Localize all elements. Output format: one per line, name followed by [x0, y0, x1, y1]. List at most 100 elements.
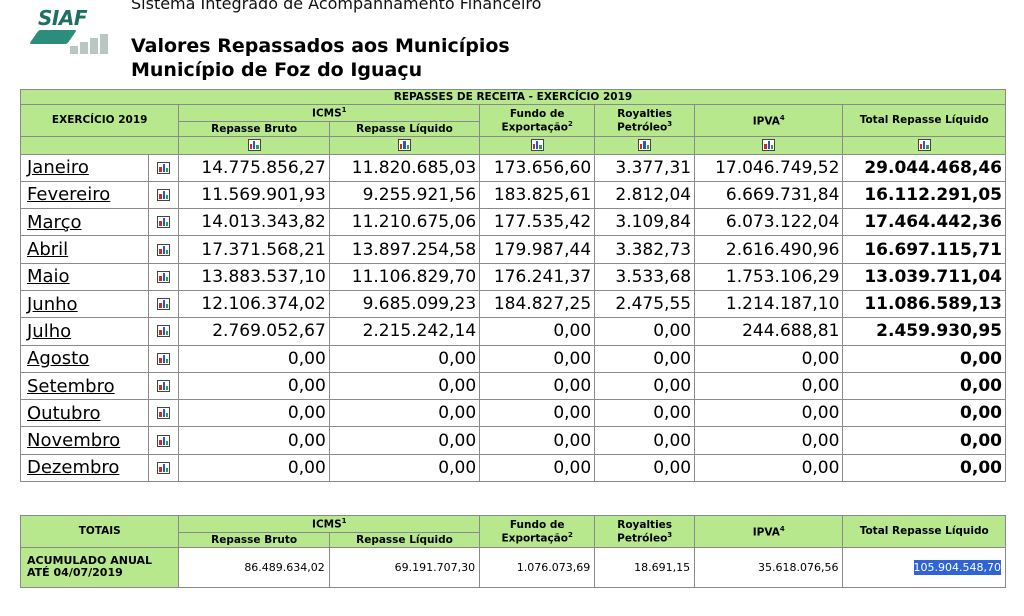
totals-col-fundo: Fundo de Exportação2 [479, 515, 596, 548]
month-cell: Fevereiro [19, 180, 150, 210]
chart-icon-ipva[interactable] [694, 135, 844, 155]
repasse-liquido-cell: 11.210.675,06 [328, 208, 481, 237]
month-link[interactable]: Abril [27, 239, 69, 261]
chart-icon[interactable] [157, 434, 171, 447]
total-cell: 0,00 [842, 453, 1006, 483]
repasse-liquido-cell: 0,00 [328, 344, 481, 373]
chart-icon-cell[interactable] [148, 371, 180, 401]
month-cell: Dezembro [19, 453, 150, 483]
chart-icon[interactable] [157, 380, 171, 393]
repasses-table: REPASSES DE RECEITA - EXERCÍCIO 2019 EXE… [19, 89, 1006, 483]
chart-icon-cell[interactable] [148, 235, 180, 264]
col-repasse-bruto: Repasse Bruto [178, 120, 330, 137]
table-caption: REPASSES DE RECEITA - EXERCÍCIO 2019 [20, 89, 1006, 105]
chart-icon[interactable] [762, 139, 776, 151]
month-link[interactable]: Novembro [27, 430, 121, 452]
chart-icon-royalties[interactable] [594, 135, 696, 155]
table-row: Maio 13.883.537,10 11.106.829,70 176.241,37… [19, 262, 1006, 291]
chart-icon-cell[interactable] [148, 180, 180, 210]
repasse-liquido-cell: 13.897.254,58 [328, 235, 481, 264]
totals-col-icms: ICMS1 [178, 515, 481, 533]
repasse-liquido-cell: 2.215.242,14 [328, 317, 481, 346]
chart-icon[interactable] [157, 216, 171, 229]
chart-icon[interactable] [157, 325, 171, 338]
chart-icon-cell[interactable] [148, 289, 180, 319]
total-cell: 17.464.442,36 [842, 208, 1006, 237]
title-line-1: Valores Repassados aos Municípios [131, 35, 510, 57]
totals-table: TOTAIS ICMS1 Fundo de Exportação2 Royalti… [19, 515, 1006, 588]
table-row: Julho 2.769.052,67 2.215.242,14 0,00 0,00 244… [19, 317, 1006, 346]
month-cell: Janeiro [19, 153, 150, 182]
repasse-bruto-cell: 2.769.052,67 [178, 317, 330, 346]
repasse-bruto-cell: 0,00 [178, 399, 330, 428]
chart-icon[interactable] [157, 243, 171, 256]
chart-icon[interactable] [638, 139, 652, 151]
month-link[interactable]: Setembro [27, 375, 115, 397]
totals-label: TOTAIS [19, 515, 180, 548]
repasse-bruto-cell: 0,00 [178, 453, 330, 483]
repasse-bruto-cell: 13.883.537,10 [178, 262, 330, 291]
chart-icon[interactable] [157, 161, 171, 174]
table-row: Dezembro 0,00 0,00 0,00 0,00 0,00 0,00 [19, 453, 1006, 483]
chart-icon-cell[interactable] [148, 208, 180, 237]
royalties-cell: 0,00 [594, 344, 696, 373]
repasse-liquido-cell: 9.255.921,56 [328, 180, 481, 210]
ipva-cell: 0,00 [694, 426, 844, 455]
col-fundo: Fundo de Exportação2 [479, 104, 596, 137]
chart-icon[interactable] [157, 407, 171, 420]
ipva-cell: 6.073.122,04 [694, 208, 844, 237]
royalties-cell: 0,00 [594, 453, 696, 483]
repasse-liquido-cell: 9.685.099,23 [328, 289, 481, 319]
total-liquido: 69.191.707,30 [328, 546, 481, 588]
total-cell: 0,00 [842, 371, 1006, 401]
chart-icon-fundo[interactable] [479, 135, 596, 155]
chart-icon[interactable] [157, 461, 171, 474]
total-cell: 16.112.291,05 [842, 180, 1006, 210]
chart-icon-total[interactable] [842, 135, 1006, 155]
total-cell: 13.039.711,04 [842, 262, 1006, 291]
month-link[interactable]: Fevereiro [27, 184, 111, 206]
ipva-cell: 1.214.187,10 [694, 289, 844, 319]
month-link[interactable]: Junho [27, 293, 78, 315]
chart-icon[interactable] [157, 188, 171, 201]
chart-icon[interactable] [157, 352, 171, 365]
table-row: Janeiro 14.775.856,27 11.820.685,03 173.656… [19, 153, 1006, 182]
month-link[interactable]: Dezembro [27, 457, 120, 479]
month-cell: Abril [19, 235, 150, 264]
chart-icon[interactable] [247, 139, 261, 151]
month-rows: Janeiro 14.775.856,27 11.820.685,03 173.656… [19, 153, 1006, 483]
chart-icon[interactable] [397, 139, 411, 151]
chart-icon-cell[interactable] [148, 262, 180, 291]
table-row: Novembro 0,00 0,00 0,00 0,00 0,00 0,00 [19, 426, 1006, 455]
month-link[interactable]: Janeiro [27, 157, 89, 179]
chart-icon[interactable] [530, 139, 544, 151]
page-header: SIAF Sistema Integrado de Acompanhamento… [0, 0, 1024, 90]
month-link[interactable]: Outubro [27, 402, 101, 424]
royalties-cell: 3.109,84 [594, 208, 696, 237]
month-link[interactable]: Julho [27, 320, 72, 342]
month-cell: Maio [19, 262, 150, 291]
totals-col-bruto: Repasse Bruto [178, 531, 330, 548]
table-row: Fevereiro 11.569.901,93 9.255.921,56 183.82… [19, 180, 1006, 210]
chart-icon-cell[interactable] [148, 426, 180, 455]
chart-icon-cell[interactable] [148, 453, 180, 483]
chart-icon[interactable] [157, 270, 171, 283]
chart-icon[interactable] [157, 298, 171, 311]
month-link[interactable]: Agosto [27, 348, 90, 370]
chart-icon-bruto[interactable] [178, 135, 330, 155]
repasse-liquido-cell: 0,00 [328, 426, 481, 455]
chart-icon-cell[interactable] [148, 344, 180, 373]
total-ipva: 35.618.076,56 [694, 546, 844, 588]
month-link[interactable]: Maio [27, 266, 70, 288]
chart-icon-cell[interactable] [148, 153, 180, 182]
chart-icon-cell[interactable] [148, 317, 180, 346]
fundo-cell: 173.656,60 [479, 153, 596, 182]
chart-icon-cell[interactable] [148, 399, 180, 428]
chart-icon-liquido[interactable] [328, 135, 481, 155]
total-fundo: 1.076.073,69 [479, 546, 596, 588]
fundo-cell: 0,00 [479, 317, 596, 346]
repasse-bruto-cell: 0,00 [178, 344, 330, 373]
month-link[interactable]: Março [27, 211, 82, 233]
fundo-cell: 0,00 [479, 371, 596, 401]
chart-icon[interactable] [917, 139, 931, 151]
